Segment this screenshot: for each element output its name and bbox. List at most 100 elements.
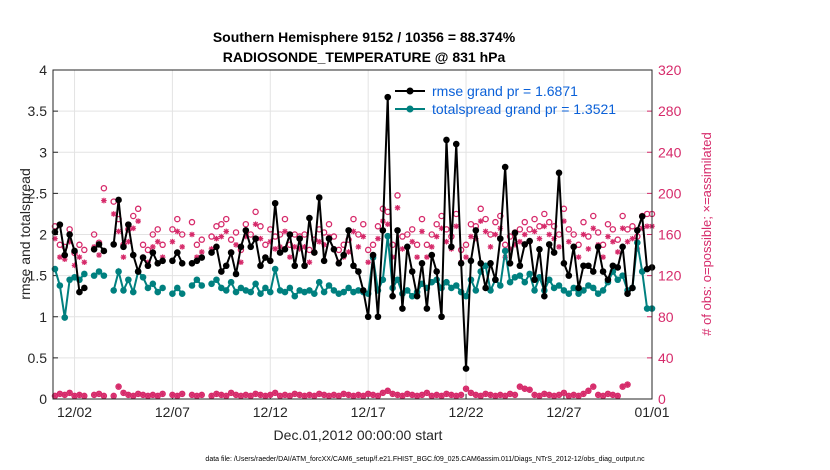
- spread-point: [208, 280, 215, 288]
- obs-assimilated-marker: [189, 231, 195, 238]
- spread-point: [545, 276, 553, 284]
- spread-point: [149, 280, 157, 288]
- rmse-point: [580, 262, 587, 270]
- obs-possible-marker: [208, 233, 215, 240]
- obs-baseline-assimilated-marker: [546, 392, 553, 398]
- obs-assimilated-marker: [492, 231, 499, 238]
- rmse-point: [174, 249, 181, 256]
- y-tick-label: 3.5: [28, 103, 48, 119]
- rmse-point: [81, 284, 88, 292]
- obs-baseline-assimilated-marker: [394, 392, 401, 398]
- obs-assimilated-marker: [541, 223, 548, 230]
- rmse-point: [428, 251, 436, 259]
- obs-baseline-assimilated-marker: [384, 387, 391, 394]
- obs-baseline-assimilated-marker: [517, 383, 523, 390]
- obs-possible-marker: [394, 192, 401, 199]
- obs-assimilated-marker: [145, 259, 151, 266]
- obs-baseline-assimilated-marker: [331, 392, 337, 398]
- obs-assimilated-marker: [243, 233, 249, 240]
- legend-rmse-label: rmse grand pr = 1.6871: [432, 83, 578, 99]
- obs-possible-marker: [590, 212, 597, 220]
- rmse-point: [90, 246, 98, 253]
- obs-assimilated-marker: [433, 233, 440, 240]
- rmse-point: [71, 247, 78, 255]
- rmse-point: [423, 305, 431, 312]
- rmse-point: [330, 246, 338, 253]
- spread-point: [115, 268, 122, 275]
- obs-possible-marker: [252, 208, 259, 216]
- spread-point: [555, 282, 563, 289]
- obs-assimilated-marker: [267, 238, 274, 245]
- rmse-point: [614, 264, 622, 271]
- rmse-point: [120, 243, 127, 251]
- rmse-point: [281, 246, 289, 253]
- obs-baseline-assimilated-marker: [428, 393, 435, 399]
- obs-assimilated-marker: [159, 254, 166, 260]
- obs-assimilated-marker: [287, 254, 293, 260]
- obs-possible-marker: [482, 215, 489, 223]
- obs-baseline-assimilated-marker: [473, 392, 479, 398]
- obs-baseline-assimilated-marker: [52, 393, 58, 399]
- obs-possible-marker: [565, 226, 573, 233]
- obs-assimilated-marker: [301, 244, 308, 250]
- obs-baseline-assimilated-marker: [140, 392, 146, 398]
- obs-baseline-assimilated-marker: [614, 393, 621, 399]
- rmse-point: [629, 284, 636, 292]
- spread-point: [443, 278, 450, 286]
- spread-point: [174, 284, 181, 292]
- spread-point: [320, 288, 328, 296]
- obs-baseline-assimilated-marker: [306, 392, 313, 398]
- obs-possible-marker: [477, 205, 484, 213]
- obs-assimilated-marker: [213, 235, 220, 242]
- obs-assimilated-marker: [580, 231, 587, 238]
- spread-point: [589, 284, 597, 292]
- rmse-point: [296, 235, 303, 242]
- rmse-point: [374, 313, 382, 321]
- rmse-point: [355, 268, 362, 275]
- y-axis-label-right: # of obs: o=possible; ×=assimilated: [699, 132, 714, 335]
- rmse-point: [526, 237, 533, 245]
- rmse-point: [129, 251, 137, 259]
- rmse-point: [301, 262, 308, 270]
- obs-possible-marker: [433, 220, 440, 228]
- obs-possible-marker: [242, 220, 250, 228]
- rmse-point: [545, 241, 553, 248]
- obs-assimilated-marker: [169, 238, 176, 245]
- obs-possible-marker: [178, 231, 186, 238]
- spread-point: [306, 287, 313, 294]
- obs-assimilated-marker: [414, 254, 420, 260]
- spread-point: [575, 290, 582, 298]
- obs-assimilated-marker: [399, 246, 406, 252]
- obs-baseline-assimilated-marker: [311, 393, 318, 399]
- obs-possible-marker: [81, 246, 88, 254]
- spread-point: [384, 232, 392, 240]
- rmse-point: [408, 268, 416, 275]
- rmse-point: [467, 257, 475, 265]
- rmse-point: [159, 257, 166, 265]
- legend-spread-label: totalspread grand pr = 1.3521: [432, 101, 616, 117]
- obs-assimilated-marker: [428, 244, 435, 250]
- obs-baseline-assimilated-marker: [482, 391, 489, 397]
- x-tick-label: 01/01: [634, 404, 669, 420]
- obs-possible-marker: [134, 205, 142, 213]
- obs-assimilated-marker: [512, 241, 518, 248]
- obs-assimilated-marker: [179, 244, 185, 250]
- obs-baseline-assimilated-marker: [262, 393, 269, 399]
- x-tick-label: 12/17: [351, 404, 386, 420]
- obs-possible-marker: [247, 231, 254, 238]
- spread-point: [560, 287, 568, 294]
- rmse-point: [506, 259, 514, 267]
- obs-baseline-assimilated-marker: [619, 383, 626, 390]
- obs-possible-marker: [404, 231, 411, 238]
- spread-point: [218, 284, 225, 292]
- rmse-point: [550, 249, 558, 256]
- spread-point: [404, 287, 411, 294]
- obs-assimilated-marker: [536, 235, 543, 242]
- obs-assimilated-marker: [614, 249, 621, 255]
- spread-point: [521, 278, 529, 286]
- obs-baseline-assimilated-marker: [194, 393, 200, 399]
- rmse-point: [218, 268, 225, 275]
- rmse-point: [555, 169, 563, 177]
- rmse-point: [541, 292, 548, 300]
